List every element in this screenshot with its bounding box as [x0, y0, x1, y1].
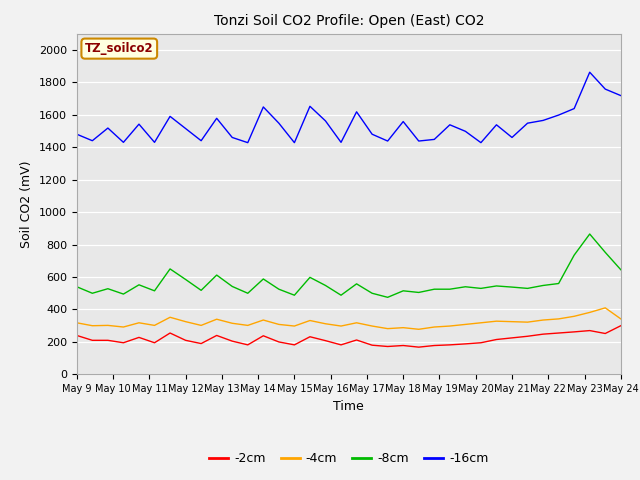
Text: TZ_soilco2: TZ_soilco2: [85, 42, 154, 55]
Y-axis label: Soil CO2 (mV): Soil CO2 (mV): [20, 160, 33, 248]
Legend: -2cm, -4cm, -8cm, -16cm: -2cm, -4cm, -8cm, -16cm: [204, 447, 493, 470]
X-axis label: Time: Time: [333, 400, 364, 413]
Title: Tonzi Soil CO2 Profile: Open (East) CO2: Tonzi Soil CO2 Profile: Open (East) CO2: [214, 14, 484, 28]
